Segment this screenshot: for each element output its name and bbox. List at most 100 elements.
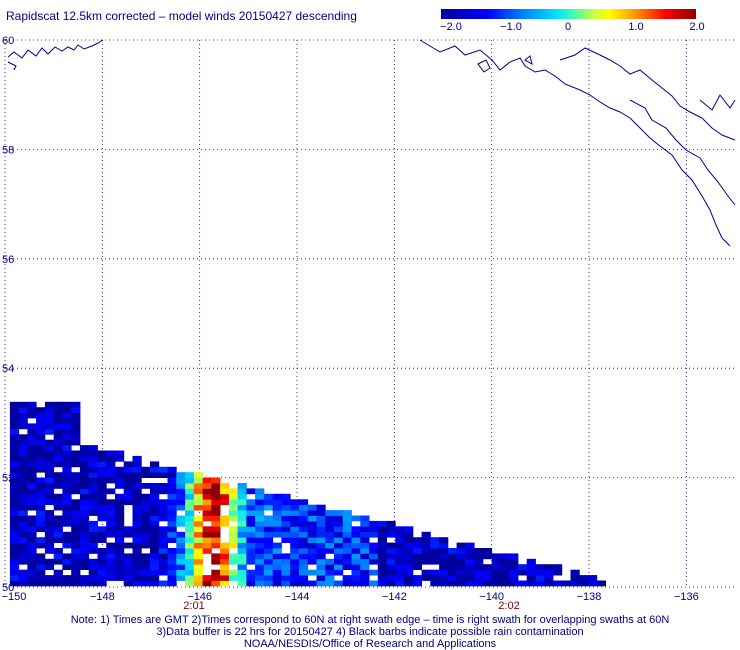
wind-cell [27, 423, 37, 430]
wind-cell [44, 531, 55, 538]
wind-cell [211, 558, 221, 565]
wind-cell [176, 515, 186, 522]
wind-cell [53, 515, 63, 522]
wind-cell [62, 531, 72, 538]
wind-cell [185, 537, 195, 543]
wind-cell [97, 575, 107, 581]
wind-cell [71, 412, 81, 419]
wind-cell [36, 450, 46, 457]
wind-cell [220, 580, 230, 587]
wind-cell [132, 455, 142, 462]
wind-cell [97, 553, 107, 560]
wind-cell [62, 520, 72, 527]
wind-cell [334, 580, 344, 587]
wind-cell [97, 504, 107, 511]
wind-cell [228, 504, 239, 511]
wind-cell [18, 526, 28, 533]
wind-cell [439, 564, 449, 570]
wind-cell [44, 439, 55, 446]
wind-cell [263, 553, 274, 560]
wind-cell [150, 526, 160, 533]
wind-cell [290, 542, 300, 549]
wind-cell [202, 580, 212, 587]
wind-cell [421, 569, 431, 576]
wind-cell [88, 526, 98, 533]
wind-cell [193, 520, 203, 527]
wind-cell [465, 558, 475, 565]
wind-cell [18, 488, 28, 495]
wind-cell [430, 580, 440, 587]
wind-cell [36, 477, 46, 484]
wind-cell [325, 537, 335, 543]
wind-cell [263, 548, 274, 554]
wind-cell [220, 558, 230, 565]
wind-cell [132, 477, 142, 484]
wind-cell [53, 455, 63, 462]
wind-cell [342, 553, 352, 560]
wind-cell [430, 548, 440, 554]
wind-cell [185, 515, 195, 522]
wind-cell [62, 493, 72, 500]
wind-cell [255, 531, 265, 538]
wind-cell [53, 520, 63, 527]
wind-cell [176, 488, 186, 495]
wind-cell [255, 499, 265, 506]
wind-cell [369, 580, 379, 587]
wind-cell [500, 575, 510, 581]
wind-cell [185, 499, 195, 506]
wind-cell [246, 553, 256, 560]
wind-cell [79, 483, 90, 489]
wind-cell [27, 412, 37, 419]
wind-cell [246, 548, 256, 554]
wind-cell [211, 580, 221, 587]
wind-cell [298, 558, 309, 565]
wind-cell [79, 510, 90, 516]
wind-cell [36, 575, 46, 581]
lat-tick-label: 56 [2, 254, 14, 266]
wind-cell [167, 515, 177, 522]
wind-cell [307, 515, 317, 522]
lat-tick-label: 50 [2, 582, 14, 594]
wind-cell [386, 564, 396, 570]
wind-cell [27, 450, 37, 457]
wind-cell [36, 542, 46, 549]
wind-cell [255, 537, 265, 543]
wind-cell [228, 569, 239, 576]
wind-cell [421, 537, 431, 543]
wind-cell [316, 504, 326, 511]
lon-tick-label: −138 [577, 591, 602, 603]
wind-cell [53, 580, 63, 587]
wind-cell [88, 510, 98, 516]
wind-cell [360, 564, 370, 570]
graticule [4, 39, 735, 588]
wind-cell [62, 401, 72, 408]
wind-cell [185, 531, 195, 538]
wind-cell [36, 493, 46, 500]
wind-cell [150, 575, 160, 581]
wind-cell [71, 423, 81, 430]
wind-cell [36, 504, 46, 511]
wind-cell [71, 483, 81, 489]
wind-cell [141, 472, 151, 478]
wind-cell [62, 439, 72, 446]
wind-cell [123, 477, 133, 484]
wind-cell [228, 531, 239, 538]
wind-cell [150, 548, 160, 554]
wind-cell [334, 564, 344, 570]
wind-cell [141, 580, 151, 587]
wind-cell [263, 537, 274, 543]
wind-cell [106, 504, 116, 511]
wind-cell [439, 553, 449, 560]
wind-cell [9, 450, 20, 457]
wind-cell [351, 553, 361, 560]
wind-cell [88, 483, 98, 489]
wind-cell [193, 564, 203, 570]
wind-cell [132, 483, 142, 489]
wind-cell [412, 553, 422, 560]
wind-cell [290, 558, 300, 565]
wind-cell [27, 548, 37, 554]
wind-cell [53, 428, 63, 435]
wind-cell [27, 499, 37, 506]
wind-cell [62, 558, 72, 565]
wind-cell [404, 531, 414, 538]
